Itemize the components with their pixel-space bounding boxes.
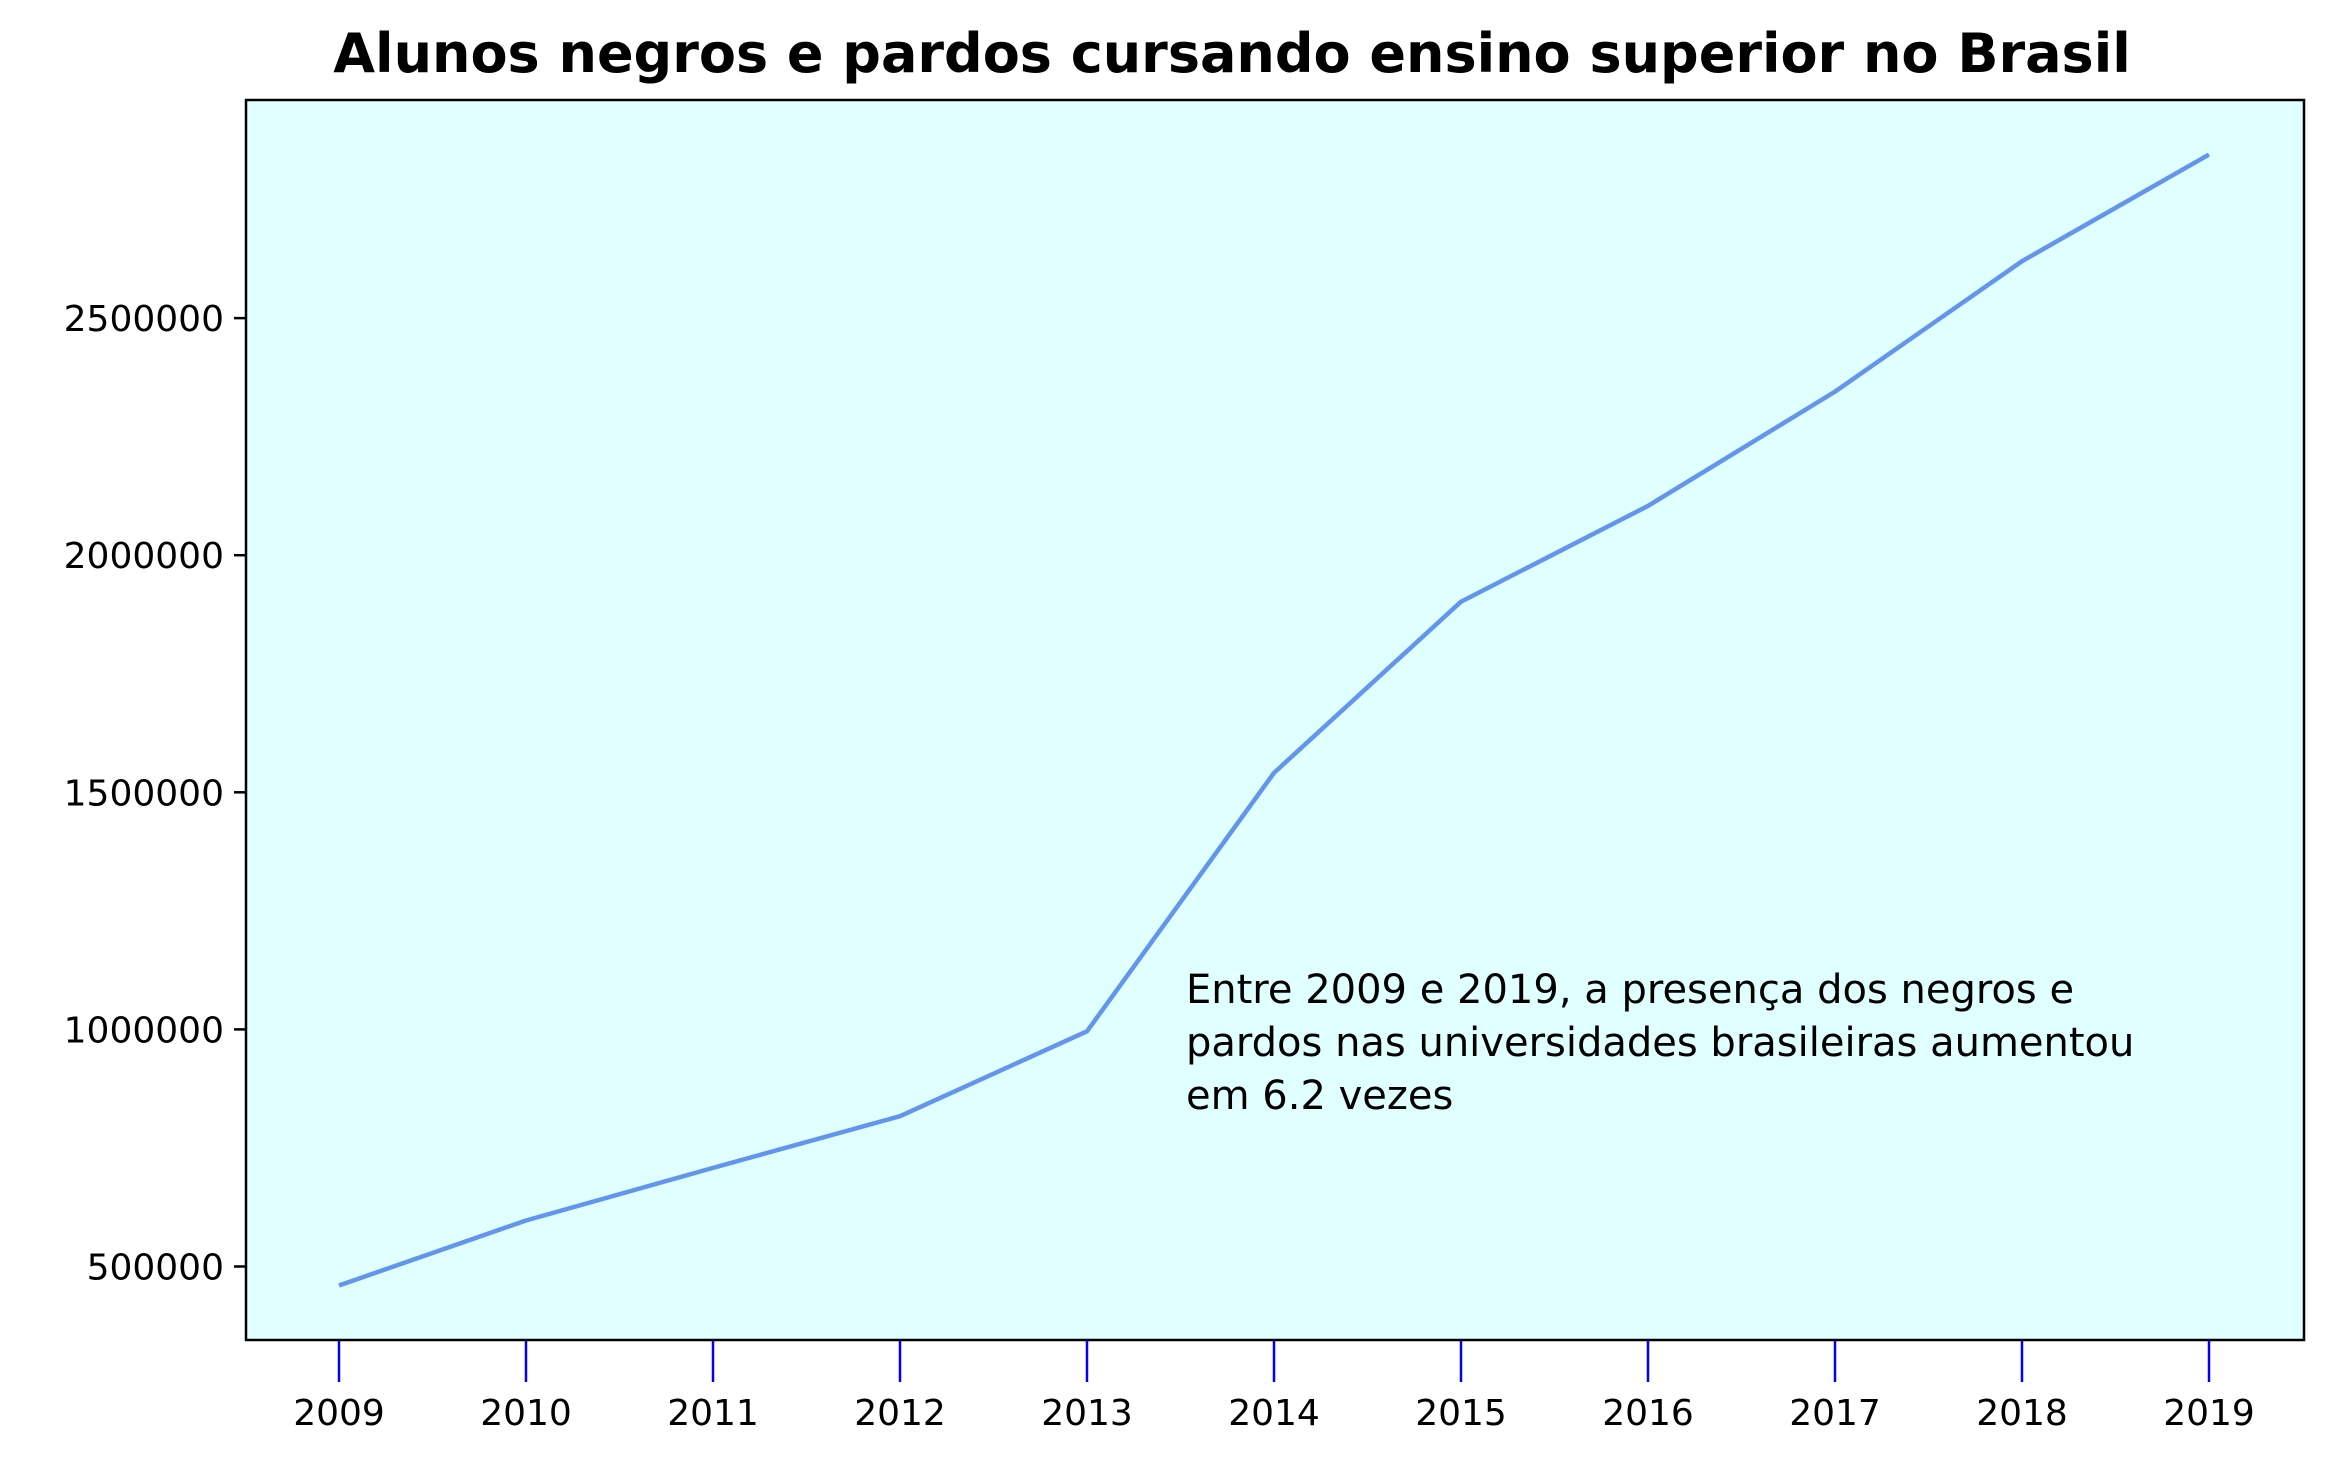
series-line — [338, 152, 2211, 1288]
x-axis: 2009 2010 2011 2012 2013 2014 2015 2016 2017 2018… — [293, 1340, 2255, 1434]
x-tick-label: 2009 — [293, 1393, 385, 1434]
x-tick-label: 2017 — [1789, 1393, 1881, 1434]
y-axis: 500000 1000000 1500000 2000000 2500000 — [64, 299, 246, 1289]
plot-frame — [244, 98, 2306, 1342]
chart-annotation: Entre 2009 e 2019, a presença dos negros… — [1186, 967, 2147, 1119]
x-tick-label: 2014 — [1228, 1393, 1320, 1434]
annotation-line-2: pardos nas universidades brasileiras aum… — [1186, 1020, 2134, 1066]
x-tick-label: 2015 — [1415, 1393, 1507, 1434]
x-tick-label: 2016 — [1602, 1393, 1694, 1434]
y-tick-label: 500000 — [87, 1248, 224, 1289]
x-tick-label: 2012 — [854, 1393, 946, 1434]
plot-area — [246, 100, 2304, 1340]
chart-title: Alunos negros e pardos cursando ensino s… — [333, 22, 2130, 85]
y-tick-label: 1500000 — [64, 773, 224, 814]
x-tick-label: 2010 — [480, 1393, 572, 1434]
x-tick-label: 2013 — [1041, 1393, 1133, 1434]
annotation-line-1: Entre 2009 e 2019, a presença dos negros… — [1186, 967, 2074, 1013]
y-tick-label: 1000000 — [64, 1010, 224, 1051]
x-tick-label: 2019 — [2163, 1393, 2255, 1434]
annotation-line-3: em 6.2 vezes — [1186, 1073, 1453, 1119]
y-tick-label: 2500000 — [64, 299, 224, 340]
x-tick-label: 2011 — [667, 1393, 759, 1434]
x-tick-label: 2018 — [1976, 1393, 2068, 1434]
y-tick-label: 2000000 — [64, 536, 224, 577]
